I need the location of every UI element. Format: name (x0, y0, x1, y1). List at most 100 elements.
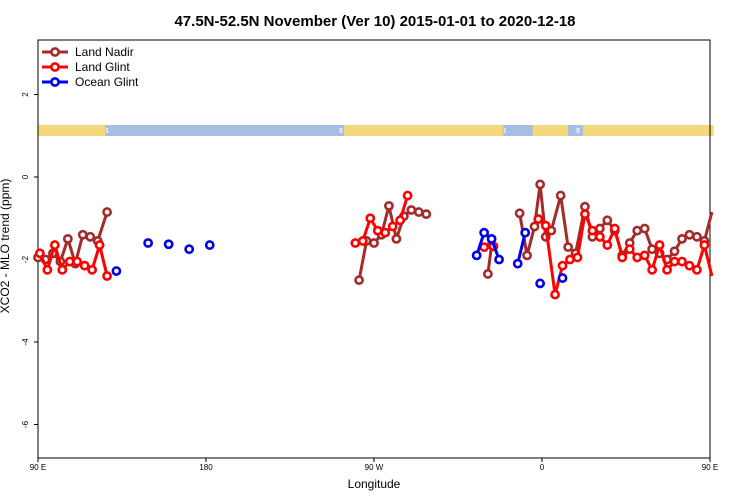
land-glint-point-35 (647, 264, 658, 275)
land-glint-point-29 (602, 240, 613, 250)
x-tick-label-4: 90 E (702, 463, 718, 472)
ocean-glint-point-2 (163, 239, 174, 250)
land-glint-point-24 (565, 254, 575, 265)
land-glint-point-5 (72, 256, 83, 267)
world-map-strip (38, 125, 717, 136)
land-glint-point-10 (350, 238, 361, 248)
land-glint-point-39 (677, 256, 687, 267)
land-glint-point-16 (395, 215, 406, 226)
land-glint-point-34 (639, 250, 650, 261)
land-glint-point-2 (49, 240, 60, 250)
series-layer (33, 179, 714, 300)
land-glint-point-27 (587, 225, 598, 236)
map-land-0 (38, 125, 106, 136)
legend-label-land-nadir: Land Nadir (75, 45, 134, 59)
land-nadir-point-34 (602, 215, 613, 226)
land-glint-point-17 (402, 190, 413, 201)
land-nadir-point-6 (77, 229, 88, 240)
legend-item-land-glint: Land Glint (42, 60, 130, 74)
land-nadir-point-43 (669, 246, 680, 257)
land-nadir-point-44 (677, 233, 687, 244)
y-tick-label-4: -6 (21, 420, 30, 428)
land-nadir-point-12 (369, 238, 379, 248)
legend-label-land-glint: Land Glint (75, 60, 130, 74)
map-coast-1 (339, 128, 343, 133)
ocean-glint-point-0 (111, 266, 122, 276)
land-nadir-point-17 (406, 205, 417, 215)
land-glint-point-37 (662, 264, 672, 275)
land-nadir-point-28 (555, 190, 566, 201)
ocean-glint-point-9 (512, 258, 523, 269)
land-nadir-point-24 (529, 221, 540, 232)
legend-marker-ocean-glint (50, 77, 60, 87)
land-glint-point-32 (624, 244, 635, 255)
land-nadir-point-22 (514, 208, 525, 219)
land-nadir-point-45 (684, 229, 695, 240)
y-tick-label-0: 2 (21, 92, 30, 97)
land-glint-point-38 (669, 256, 680, 267)
land-glint-point-6 (79, 260, 90, 271)
series-ocean-glint (111, 227, 568, 289)
ocean-glint-point-11 (535, 278, 546, 289)
legend-item-ocean-glint: Ocean Glint (42, 75, 139, 89)
land-glint-point-3 (57, 264, 68, 275)
land-nadir-point-15 (391, 233, 402, 244)
land-nadir-point-4 (62, 233, 73, 244)
ocean-glint-point-5 (471, 250, 482, 261)
series-land-glint (34, 190, 714, 300)
x-tick-label-1: 180 (199, 463, 213, 472)
land-nadir-point-40 (647, 244, 658, 255)
map-coast-2 (503, 128, 506, 133)
land-glint-point-12 (365, 213, 376, 224)
map-land-1 (344, 125, 503, 136)
x-axis-label: Longitude (348, 477, 401, 491)
map-land-3 (583, 125, 714, 136)
legend-marker-land-nadir (50, 47, 60, 57)
land-glint-point-22 (550, 289, 560, 300)
land-nadir-point-19 (421, 209, 432, 220)
land-glint-point-40 (684, 260, 695, 271)
land-glint-point-15 (387, 221, 398, 232)
land-glint-point-26 (580, 209, 590, 220)
map-land-2 (532, 125, 569, 136)
map-coast-4 (714, 128, 717, 133)
land-glint-point-20 (533, 214, 544, 224)
land-glint-point-13 (372, 225, 383, 236)
land-nadir-point-7 (85, 231, 96, 242)
land-glint-point-42 (699, 240, 710, 250)
ocean-glint-point-1 (143, 238, 154, 248)
x-tick-label-2: 90 W (365, 463, 384, 472)
land-nadir-point-25 (535, 179, 546, 190)
ocean-glint-point-6 (479, 227, 490, 238)
land-glint-point-28 (594, 231, 605, 242)
land-nadir-point-46 (692, 231, 702, 242)
land-nadir-point-33 (594, 223, 605, 234)
land-glint-point-1 (42, 264, 53, 275)
land-glint-point-36 (654, 240, 665, 250)
land-nadir-point-31 (580, 201, 590, 212)
land-nadir-point-29 (563, 242, 574, 253)
land-nadir-point-38 (632, 225, 643, 236)
ocean-glint-point-4 (204, 240, 215, 250)
land-glint-point-41 (692, 264, 702, 275)
land-nadir-point-20 (482, 269, 493, 279)
legend-item-land-nadir: Land Nadir (42, 45, 134, 59)
map-coast-0 (106, 128, 109, 133)
x-tick-label-0: 90 E (30, 463, 46, 472)
ocean-glint-point-12 (557, 273, 568, 283)
chart-title: 47.5N-52.5N November (Ver 10) 2015-01-01… (174, 13, 575, 30)
y-tick-label-3: -4 (21, 338, 30, 346)
land-glint-point-31 (617, 252, 628, 263)
y-axis-label: XCO2 - MLO trend (ppm) (0, 179, 12, 314)
ocean-glint-point-7 (486, 233, 497, 244)
ocean-glint-point-10 (520, 227, 531, 238)
land-glint-point-0 (34, 248, 45, 259)
land-glint-point-14 (380, 227, 391, 238)
land-nadir-point-14 (384, 200, 394, 211)
land-glint-point-4 (64, 256, 75, 267)
ocean-glint-point-3 (184, 244, 195, 255)
land-nadir-point-39 (639, 223, 650, 234)
